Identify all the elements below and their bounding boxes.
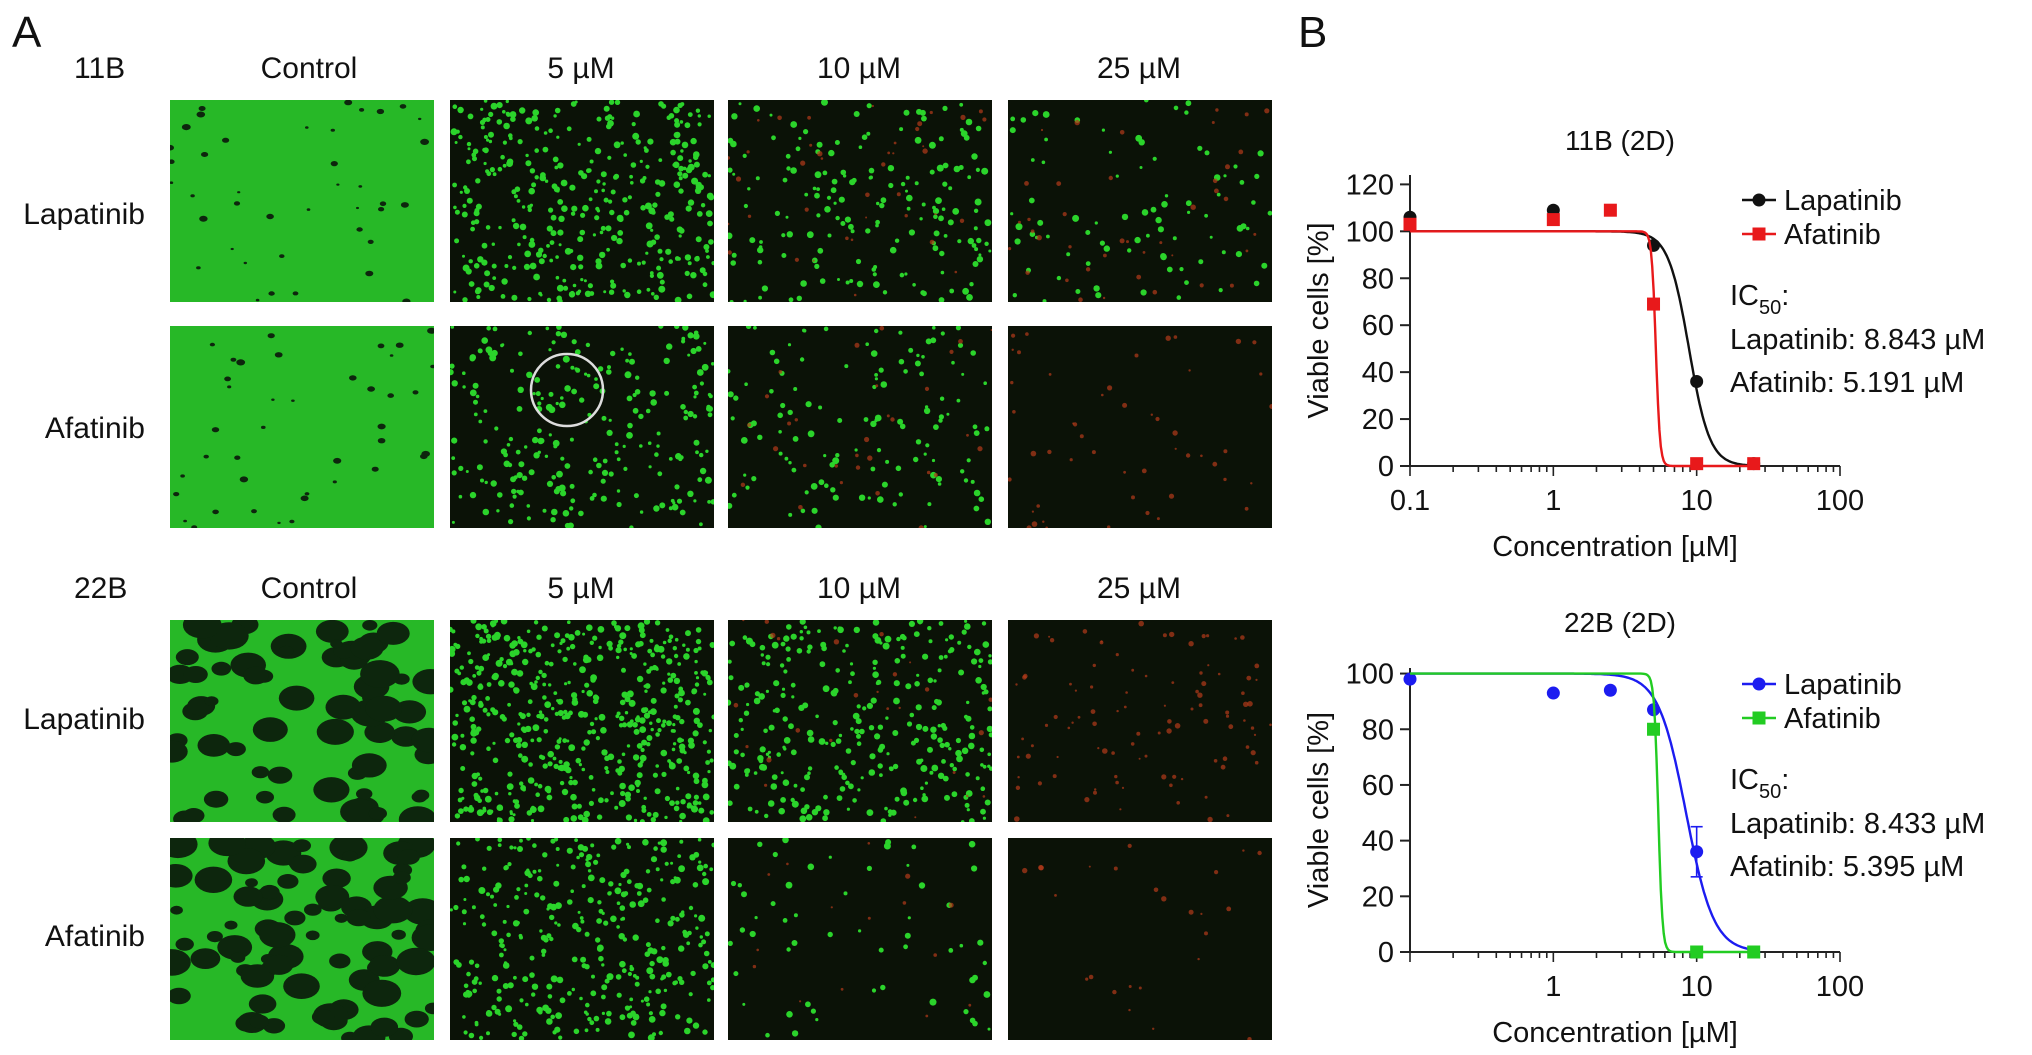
microscopy-image <box>1008 838 1272 1040</box>
column-header-10um: 10 µM <box>817 572 901 605</box>
chart-1: 11B (2D) 0 20 40 60 80 100 120 0.1 1 10 100 Concentr… <box>1303 125 1985 563</box>
y-tick-label: 100 <box>1346 659 1394 691</box>
y-tick-label: 20 <box>1362 404 1394 436</box>
microscopy-image <box>1008 326 1272 528</box>
data-point-afatinib <box>1647 722 1661 736</box>
data-point-afatinib <box>1747 457 1761 471</box>
microscopy-image <box>1008 620 1272 822</box>
chart-title: 22B (2D) <box>1564 607 1676 638</box>
y-tick-label: 0 <box>1378 451 1394 483</box>
microscopy-image <box>170 838 434 1040</box>
row-label-lapatinib: Lapatinib <box>23 198 145 231</box>
y-tick-label: 120 <box>1346 169 1394 201</box>
x-axis-label: Concentration [µM] <box>1492 1017 1738 1049</box>
fit-curve-lapatinib <box>1410 230 1759 467</box>
microscopy-image <box>450 100 714 302</box>
data-point-lapatinib <box>1546 686 1560 700</box>
y-tick-label: 80 <box>1362 263 1394 295</box>
data-point-lapatinib <box>1690 375 1704 389</box>
microscopy-image <box>170 620 434 822</box>
microscopy-image <box>1008 100 1272 302</box>
column-header-5um: 5 µM <box>547 52 615 85</box>
microscopy-image <box>170 326 434 528</box>
ic50-value: Afatinib: 5.191 µM <box>1730 367 1964 399</box>
cell-line-label-22b: 22B <box>74 572 128 605</box>
x-tick-label: 1 <box>1545 485 1561 517</box>
column-header-control: Control <box>260 572 358 605</box>
ic50-heading: IC50: <box>1730 280 1789 319</box>
row-label-lapatinib: Lapatinib <box>23 703 145 736</box>
legend-marker <box>1752 711 1766 725</box>
microscopy-image <box>728 326 992 528</box>
legend-marker <box>1752 677 1766 691</box>
ic50-value: Lapatinib: 8.843 µM <box>1730 324 1985 356</box>
fit-curve-afatinib <box>1410 672 1759 954</box>
y-tick-label: 40 <box>1362 357 1394 389</box>
row-label-afatinib: Afatinib <box>44 920 145 953</box>
data-point-lapatinib <box>1603 683 1617 697</box>
microscopy-image <box>450 838 714 1040</box>
ic50-value: Afatinib: 5.395 µM <box>1730 851 1964 883</box>
x-axis-label: Concentration [µM] <box>1492 531 1738 563</box>
column-header-control: Control <box>260 52 358 85</box>
x-tick-label: 10 <box>1681 485 1713 517</box>
y-tick-label: 80 <box>1362 714 1394 746</box>
legend-label: Afatinib <box>1784 703 1881 735</box>
row-label-afatinib: Afatinib <box>44 412 145 445</box>
microscopy-image <box>728 100 992 302</box>
cell-line-label-11b: 11B <box>74 52 126 85</box>
data-point-lapatinib <box>1690 845 1704 859</box>
y-tick-label: 0 <box>1378 937 1394 969</box>
y-axis-label: Viable cells [%] <box>1303 712 1335 908</box>
legend-marker <box>1752 193 1766 207</box>
microscopy-image <box>450 326 714 528</box>
highlight-circle <box>529 352 605 428</box>
data-point-afatinib <box>1647 297 1661 311</box>
microscopy-image <box>728 838 992 1040</box>
x-tick-label: 100 <box>1816 485 1864 517</box>
y-tick-label: 20 <box>1362 881 1394 913</box>
panel-a-letter: A <box>12 8 42 57</box>
column-header-5um: 5 µM <box>547 572 615 605</box>
y-tick-label: 100 <box>1346 216 1394 248</box>
legend-label: Lapatinib <box>1784 669 1902 701</box>
data-point-afatinib <box>1546 213 1560 227</box>
legend-label: Afatinib <box>1784 219 1881 251</box>
chart-title: 11B (2D) <box>1565 125 1675 156</box>
microscopy-image <box>450 620 714 822</box>
data-point-afatinib <box>1690 457 1704 471</box>
chart-2: 22B (2D) 0 20 40 60 80 100 1 10 100 Concentration … <box>1303 607 1985 1049</box>
ic50-value: Lapatinib: 8.433 µM <box>1730 808 1985 840</box>
x-tick-label: 0.1 <box>1390 485 1430 517</box>
column-header-10um: 10 µM <box>817 52 901 85</box>
data-point-afatinib <box>1747 945 1761 959</box>
column-header-25um: 25 µM <box>1097 572 1181 605</box>
y-axis-label: Viable cells [%] <box>1303 222 1335 418</box>
panel-b-letter: B <box>1298 8 1328 57</box>
data-point-afatinib <box>1690 945 1704 959</box>
ic50-heading: IC50: <box>1730 764 1789 803</box>
data-point-afatinib <box>1403 217 1417 231</box>
y-tick-label: 60 <box>1362 310 1394 342</box>
fit-curve-lapatinib <box>1410 672 1759 952</box>
y-tick-label: 40 <box>1362 826 1394 858</box>
data-point-lapatinib <box>1403 672 1417 686</box>
data-point-afatinib <box>1603 203 1617 217</box>
microscopy-image <box>170 100 434 302</box>
x-tick-label: 1 <box>1545 971 1561 1003</box>
y-tick-label: 60 <box>1362 770 1394 802</box>
microscopy-image <box>728 620 992 822</box>
x-tick-label: 100 <box>1816 971 1864 1003</box>
legend-label: Lapatinib <box>1784 185 1902 217</box>
legend-marker <box>1752 227 1766 241</box>
x-tick-label: 10 <box>1681 971 1713 1003</box>
column-header-25um: 25 µM <box>1097 52 1181 85</box>
